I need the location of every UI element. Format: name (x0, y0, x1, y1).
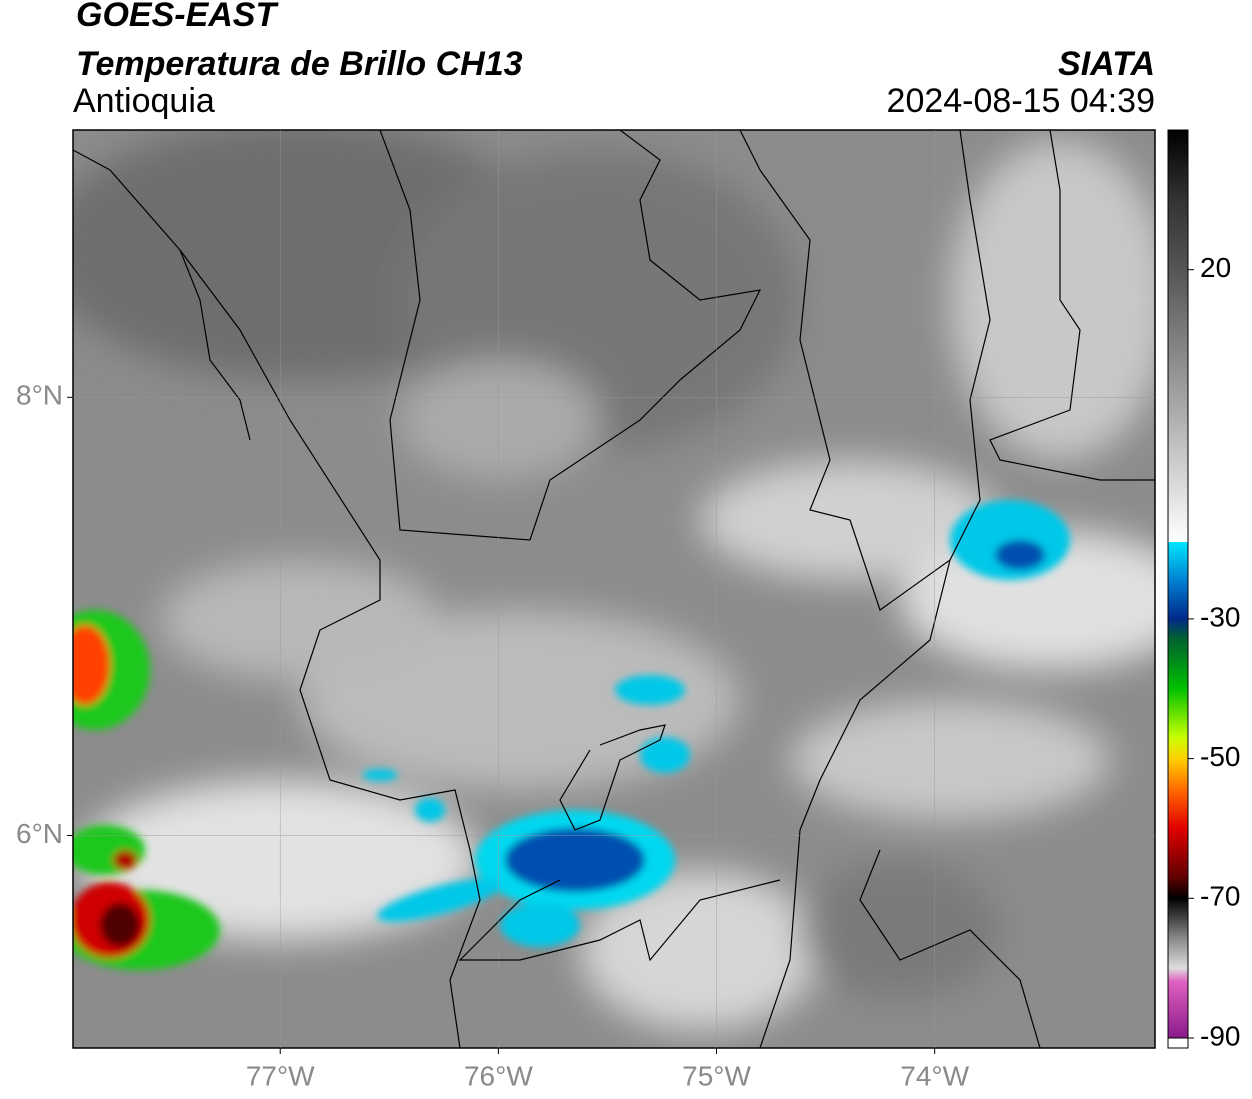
satellite-image (73, 130, 1155, 1048)
subtitle: Temperatura de Brillo CH13 (76, 45, 523, 83)
region: Antioquia (73, 82, 215, 120)
x-tick-label: 75°W (682, 1060, 751, 1091)
datetime: 2024-08-15 04:39 (887, 82, 1155, 120)
colorbar-tick-label: -50 (1200, 741, 1240, 772)
x-tick-label: 74°W (900, 1060, 969, 1091)
x-tick-label: 76°W (464, 1060, 533, 1091)
map-frame (72, 129, 1156, 1049)
colorbar-tick-label: -90 (1200, 1020, 1240, 1051)
title: GOES-EAST (76, 0, 279, 34)
colorbar (1167, 129, 1189, 1039)
y-tick-label: 6°N (16, 818, 63, 849)
colorbar-tick-label: -30 (1200, 601, 1240, 632)
source: SIATA (1058, 45, 1155, 83)
y-tick-label: 8°N (16, 380, 63, 411)
x-tick-label: 77°W (246, 1060, 315, 1091)
colorbar-tick-label: -70 (1200, 881, 1240, 912)
colorbar-extension (1167, 1037, 1189, 1049)
colorbar-tick-label: 20 (1200, 252, 1231, 283)
